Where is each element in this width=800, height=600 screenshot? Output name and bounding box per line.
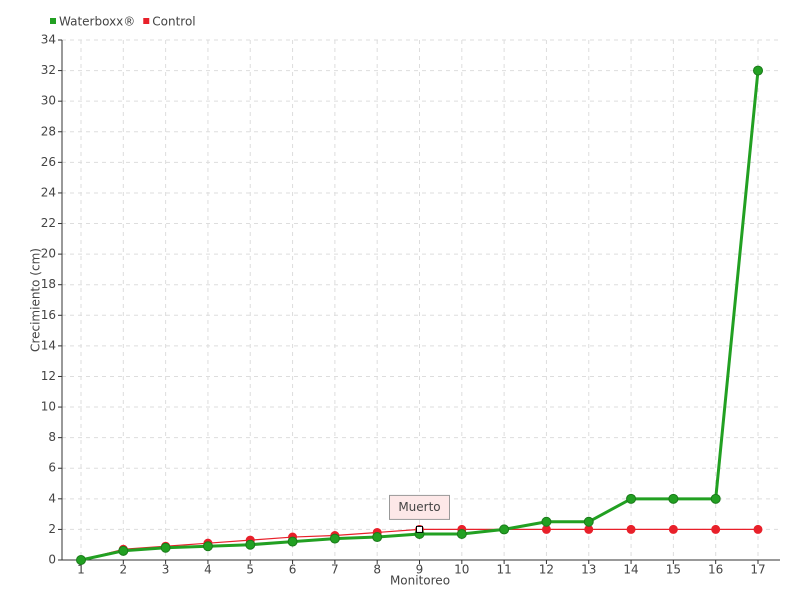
data-point <box>372 532 383 543</box>
y-tick-label: 0 <box>48 553 56 567</box>
y-tick-label: 20 <box>41 247 56 261</box>
y-tick-label: 10 <box>41 400 56 414</box>
y-tick-label: 34 <box>41 33 56 47</box>
y-tick-label: 32 <box>41 63 56 77</box>
x-tick-label: 1 <box>77 563 85 577</box>
data-point <box>160 542 171 553</box>
x-tick-label: 12 <box>539 563 554 577</box>
y-axis-title: Crecimiento (cm) <box>29 248 43 352</box>
data-point <box>202 541 213 552</box>
data-point <box>668 493 679 504</box>
x-tick-label: 11 <box>496 563 511 577</box>
x-tick-label: 6 <box>289 563 297 577</box>
data-point <box>287 536 298 547</box>
data-point <box>76 555 86 565</box>
x-axis-title: Monitoreo <box>390 574 450 588</box>
data-point <box>710 493 721 504</box>
data-point <box>541 516 552 527</box>
x-tick-label: 7 <box>331 563 339 577</box>
x-tick-label: 5 <box>246 563 254 577</box>
data-point <box>245 539 256 550</box>
y-tick-label: 6 <box>48 461 56 475</box>
y-tick-label: 22 <box>41 216 56 230</box>
x-tick-label: 10 <box>454 563 469 577</box>
annotation-box <box>389 494 450 520</box>
x-tick-label: 16 <box>708 563 723 577</box>
legend-swatch <box>143 18 150 24</box>
y-tick-label: 16 <box>41 308 56 322</box>
x-tick-label: 15 <box>666 563 681 577</box>
y-tick-label: 18 <box>41 277 56 291</box>
x-tick-label: 13 <box>581 563 596 577</box>
legend-label: Control <box>152 15 195 29</box>
annotation-text: Muerto <box>398 500 440 514</box>
y-tick-label: 30 <box>41 94 56 108</box>
grid <box>62 39 780 560</box>
data-point <box>626 493 637 504</box>
y-tick-label: 12 <box>41 369 56 383</box>
y-tick-label: 24 <box>41 185 56 199</box>
data-point <box>753 65 763 76</box>
y-tick-label: 2 <box>48 522 56 536</box>
data-point <box>499 524 510 535</box>
y-tick-label: 8 <box>48 430 56 444</box>
data-point <box>583 516 594 527</box>
data-point <box>329 533 340 544</box>
y-tick-label: 28 <box>41 124 56 138</box>
y-tick-label: 14 <box>41 338 56 352</box>
data-point <box>753 524 763 534</box>
x-tick-label: 17 <box>750 563 765 577</box>
x-tick-label: 9 <box>416 563 424 577</box>
y-tick-label: 4 <box>48 491 56 505</box>
x-tick-label: 2 <box>119 563 127 577</box>
data-point <box>456 529 467 539</box>
x-tick-label: 3 <box>162 563 170 577</box>
x-tick-label: 4 <box>204 563 212 577</box>
legend-label: Waterboxx® <box>59 15 135 29</box>
annotation-marker <box>416 525 423 533</box>
data-point <box>711 524 721 534</box>
x-tick-label: 8 <box>373 563 381 577</box>
data-point <box>626 524 636 534</box>
data-point <box>118 545 129 556</box>
x-tick-label: 14 <box>623 563 638 577</box>
legend-swatch <box>50 18 56 24</box>
data-point <box>668 524 678 534</box>
y-tick-label: 26 <box>41 155 56 169</box>
